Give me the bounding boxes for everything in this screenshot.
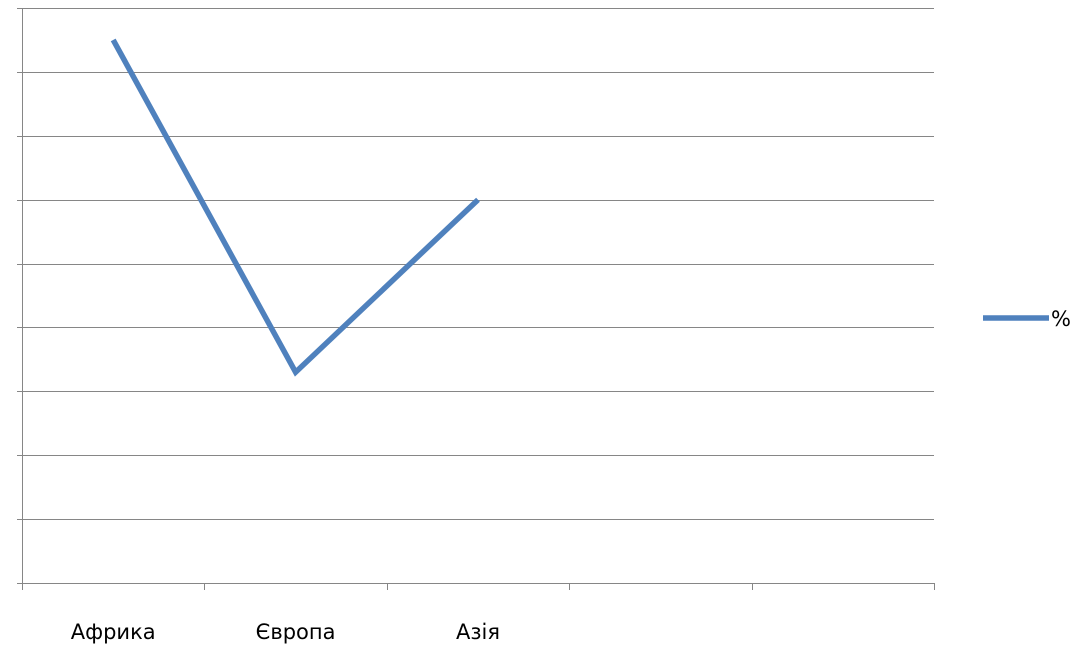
axes: [17, 8, 934, 584]
legend-label: %: [1051, 307, 1071, 331]
x-axis-ticks: [22, 583, 935, 590]
series-lines: [110, 38, 480, 377]
x-axis-tick-labels: Африка Європа Азія: [71, 620, 500, 644]
legend: %: [983, 307, 1071, 331]
series-line: [110, 38, 480, 377]
x-axis-tick-label: Європа: [256, 620, 336, 644]
x-axis-tick-label: Африка: [71, 620, 156, 644]
gridlines: [17, 8, 934, 520]
x-axis-tick-label: Азія: [456, 620, 500, 644]
